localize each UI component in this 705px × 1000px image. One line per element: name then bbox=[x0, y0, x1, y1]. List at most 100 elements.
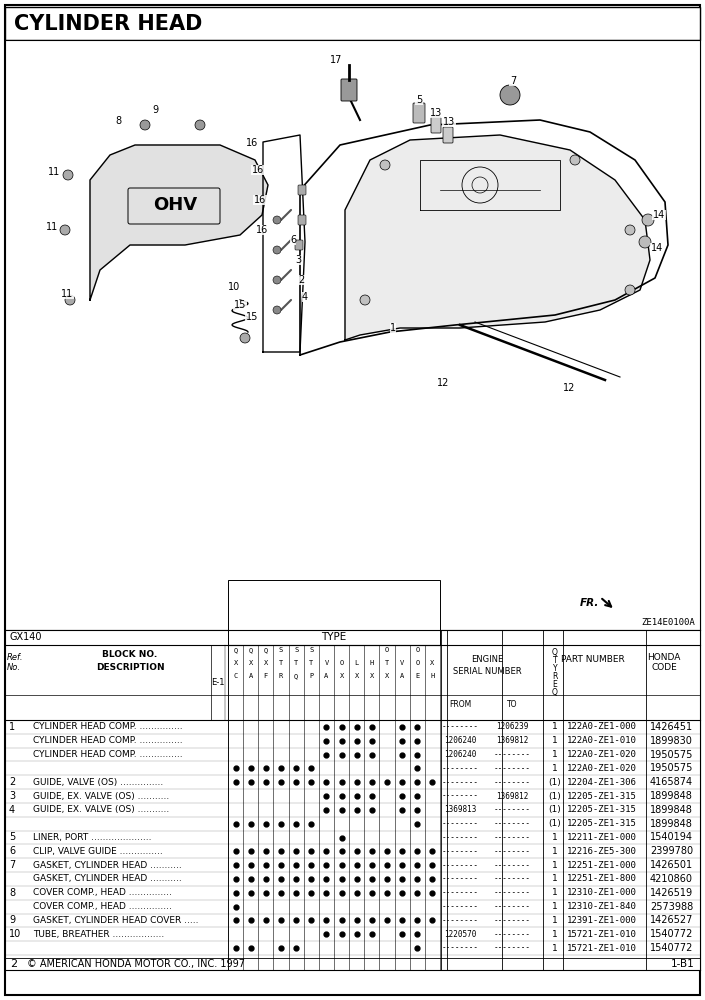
Text: TUBE, BREATHER ..................: TUBE, BREATHER .................. bbox=[33, 930, 164, 939]
Text: CYLINDER HEAD COMP. ...............: CYLINDER HEAD COMP. ............... bbox=[33, 736, 183, 745]
Circle shape bbox=[273, 276, 281, 284]
Text: X: X bbox=[385, 673, 389, 679]
FancyBboxPatch shape bbox=[413, 103, 425, 123]
Text: 16: 16 bbox=[252, 165, 264, 175]
Text: 1206240: 1206240 bbox=[444, 750, 476, 759]
Text: P: P bbox=[309, 673, 314, 679]
Text: C: C bbox=[233, 673, 238, 679]
Text: 1: 1 bbox=[552, 902, 558, 911]
Text: 2: 2 bbox=[298, 275, 304, 285]
Circle shape bbox=[500, 85, 520, 105]
Text: --------: -------- bbox=[493, 930, 530, 939]
Text: 1950575: 1950575 bbox=[650, 763, 694, 773]
Text: COVER COMP., HEAD ...............: COVER COMP., HEAD ............... bbox=[33, 902, 172, 911]
Text: GASKET, CYLINDER HEAD COVER .....: GASKET, CYLINDER HEAD COVER ..... bbox=[33, 916, 199, 925]
Text: 1899848: 1899848 bbox=[650, 805, 693, 815]
Text: X: X bbox=[339, 673, 344, 679]
Text: S: S bbox=[294, 647, 298, 653]
Text: No.: No. bbox=[7, 663, 21, 672]
Text: 4: 4 bbox=[302, 292, 308, 302]
Text: 11: 11 bbox=[46, 222, 58, 232]
Text: 2399780: 2399780 bbox=[650, 846, 693, 856]
Text: 1369812: 1369812 bbox=[496, 792, 528, 801]
Text: --------: -------- bbox=[493, 847, 530, 856]
Text: O: O bbox=[385, 647, 389, 653]
Text: LINER, PORT .....................: LINER, PORT ..................... bbox=[33, 833, 152, 842]
Text: 15721-ZE1-010: 15721-ZE1-010 bbox=[567, 930, 637, 939]
Text: X: X bbox=[430, 660, 434, 666]
Text: V: V bbox=[324, 660, 329, 666]
Text: O: O bbox=[415, 660, 419, 666]
Text: R: R bbox=[552, 672, 558, 681]
Text: HONDA: HONDA bbox=[647, 653, 681, 662]
FancyArrowPatch shape bbox=[281, 240, 291, 250]
Text: 2: 2 bbox=[10, 959, 17, 969]
Text: Q: Q bbox=[552, 688, 558, 697]
Text: Q: Q bbox=[294, 673, 298, 679]
Text: X: X bbox=[249, 660, 253, 666]
Text: --------: -------- bbox=[441, 764, 479, 773]
Text: 1426451: 1426451 bbox=[650, 722, 693, 732]
Text: 12310-ZE1-840: 12310-ZE1-840 bbox=[567, 902, 637, 911]
Text: F: F bbox=[264, 673, 268, 679]
Text: Q: Q bbox=[233, 647, 238, 653]
Circle shape bbox=[140, 120, 150, 130]
Text: BLOCK NO.: BLOCK NO. bbox=[102, 650, 158, 659]
Circle shape bbox=[65, 295, 75, 305]
Circle shape bbox=[273, 246, 281, 254]
Text: 1369813: 1369813 bbox=[444, 805, 476, 814]
Text: --------: -------- bbox=[493, 902, 530, 911]
Text: 1: 1 bbox=[552, 888, 558, 897]
Bar bbox=[5, 630, 700, 970]
Text: E: E bbox=[415, 673, 419, 679]
Circle shape bbox=[570, 155, 580, 165]
Text: 1: 1 bbox=[552, 764, 558, 773]
Text: 16: 16 bbox=[254, 195, 266, 205]
Text: T: T bbox=[294, 660, 298, 666]
Text: 12205-ZE1-315: 12205-ZE1-315 bbox=[567, 792, 637, 801]
FancyBboxPatch shape bbox=[443, 127, 453, 143]
Text: R: R bbox=[279, 673, 283, 679]
Circle shape bbox=[360, 295, 370, 305]
Text: 15: 15 bbox=[246, 312, 258, 322]
Text: 1540772: 1540772 bbox=[650, 929, 694, 939]
Circle shape bbox=[273, 216, 281, 224]
Bar bbox=[5, 40, 700, 630]
Text: --------: -------- bbox=[493, 805, 530, 814]
Circle shape bbox=[240, 333, 250, 343]
Text: --------: -------- bbox=[441, 888, 479, 897]
Circle shape bbox=[273, 306, 281, 314]
Circle shape bbox=[63, 170, 73, 180]
Text: 4: 4 bbox=[9, 805, 15, 815]
Text: 1: 1 bbox=[552, 861, 558, 870]
Text: --------: -------- bbox=[441, 944, 479, 953]
Text: PART NUMBER: PART NUMBER bbox=[561, 654, 625, 664]
Text: 1: 1 bbox=[552, 930, 558, 939]
Text: 14: 14 bbox=[651, 243, 663, 253]
Text: ENGINE: ENGINE bbox=[472, 654, 503, 664]
Text: 1950575: 1950575 bbox=[650, 750, 694, 760]
Text: --------: -------- bbox=[493, 944, 530, 953]
Text: --------: -------- bbox=[493, 861, 530, 870]
Text: 4210860: 4210860 bbox=[650, 874, 693, 884]
Text: 1: 1 bbox=[552, 736, 558, 745]
Polygon shape bbox=[345, 135, 650, 340]
Text: (1): (1) bbox=[548, 778, 561, 787]
Text: ZE14E0100A: ZE14E0100A bbox=[642, 618, 695, 627]
Circle shape bbox=[639, 236, 651, 248]
Text: A: A bbox=[324, 673, 329, 679]
Circle shape bbox=[60, 225, 70, 235]
Text: --------: -------- bbox=[493, 874, 530, 883]
Text: OHV: OHV bbox=[153, 196, 197, 214]
Text: 3: 3 bbox=[295, 255, 301, 265]
Text: 12251-ZE1-000: 12251-ZE1-000 bbox=[567, 861, 637, 870]
Text: --------: -------- bbox=[493, 916, 530, 925]
Text: 13: 13 bbox=[443, 117, 455, 127]
Text: 1426519: 1426519 bbox=[650, 888, 693, 898]
Text: 1: 1 bbox=[552, 722, 558, 731]
Text: O: O bbox=[339, 660, 344, 666]
Polygon shape bbox=[90, 145, 268, 300]
Text: E-1: E-1 bbox=[212, 678, 225, 687]
Text: 11: 11 bbox=[61, 289, 73, 299]
Text: E: E bbox=[553, 680, 558, 689]
